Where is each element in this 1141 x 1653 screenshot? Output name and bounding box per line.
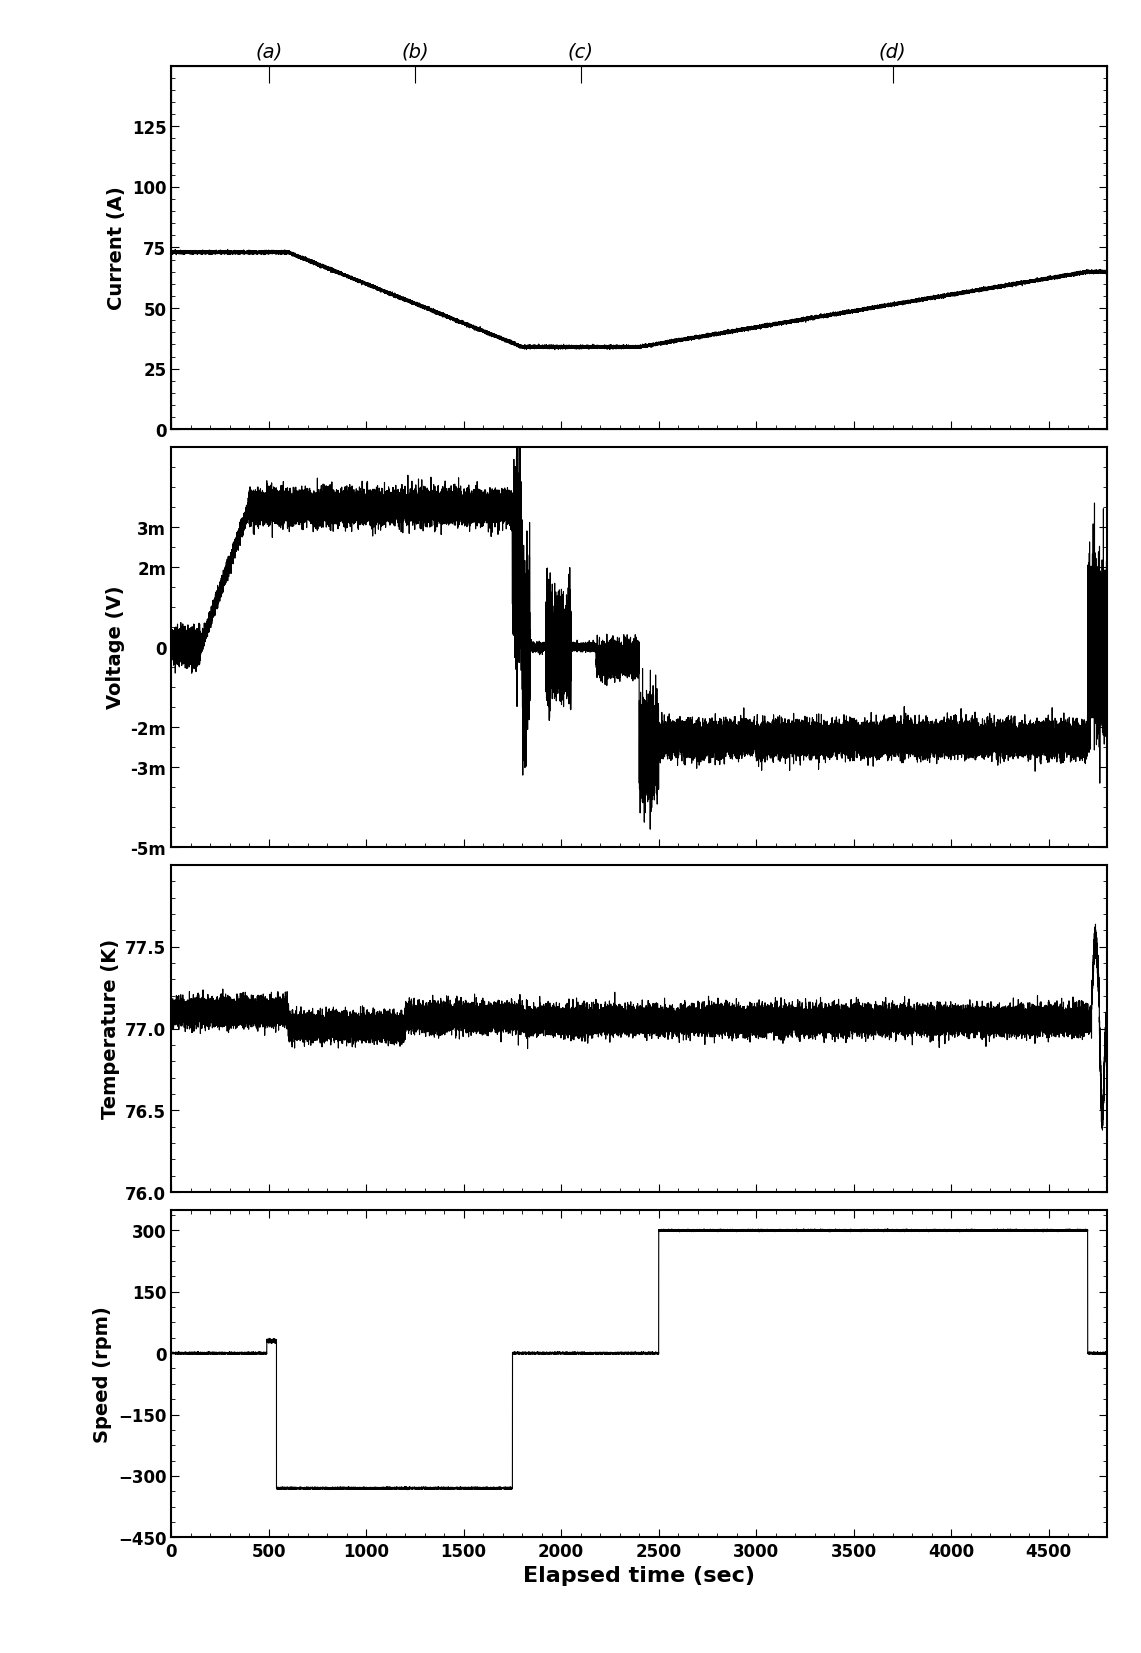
Y-axis label: Voltage (V): Voltage (V) (106, 585, 124, 709)
X-axis label: Elapsed time (sec): Elapsed time (sec) (523, 1565, 755, 1585)
Y-axis label: Temperature (K): Temperature (K) (100, 939, 120, 1119)
Y-axis label: Current (A): Current (A) (107, 187, 127, 309)
Y-axis label: Speed (rpm): Speed (rpm) (94, 1306, 112, 1441)
